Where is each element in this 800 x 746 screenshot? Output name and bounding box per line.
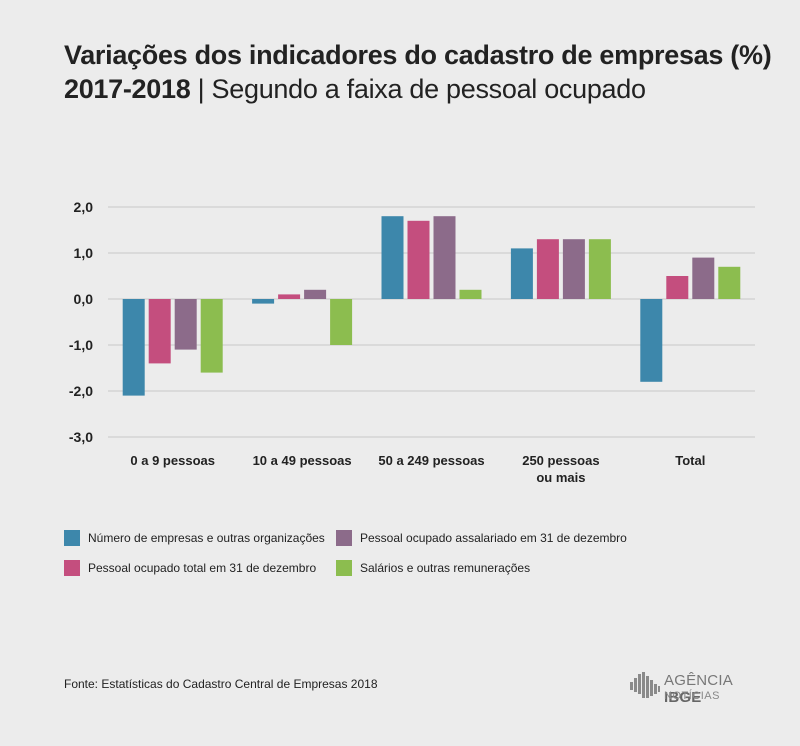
x-tick-label: Total bbox=[675, 453, 705, 468]
bar bbox=[718, 266, 741, 299]
bar bbox=[200, 299, 223, 373]
legend-swatch bbox=[64, 530, 80, 546]
bar bbox=[433, 216, 456, 299]
subtitle-text: Segundo a faixa de pessoal ocupado bbox=[211, 74, 646, 104]
y-tick-label: -2,0 bbox=[69, 383, 93, 399]
x-tick-label: 50 a 249 pessoas bbox=[378, 453, 484, 468]
legend-item: Número de empresas e outras organizações bbox=[64, 530, 325, 546]
bar bbox=[330, 299, 353, 345]
logo-text-agencia: AGÊNCIA IBGE bbox=[664, 672, 733, 706]
agencia-ibge-logo: AGÊNCIA IBGE NOTÍCIAS bbox=[628, 670, 768, 706]
chart-legend: Número de empresas e outras organizações… bbox=[64, 530, 764, 590]
bar bbox=[381, 216, 404, 299]
legend-label: Salários e outras remunerações bbox=[360, 561, 531, 575]
bar bbox=[252, 299, 275, 304]
legend-label: Pessoal ocupado total em 31 de dezembro bbox=[88, 561, 317, 575]
bar bbox=[562, 239, 585, 299]
bar bbox=[640, 299, 663, 382]
subtitle-year: 2017-2018 bbox=[64, 74, 191, 104]
subtitle-separator: | bbox=[190, 74, 212, 104]
chart-title: Variações dos indicadores do cadastro de… bbox=[64, 40, 772, 70]
legend-label: Pessoal ocupado assalariado em 31 de dez… bbox=[360, 531, 627, 545]
bar bbox=[588, 239, 611, 299]
legend-swatch bbox=[64, 560, 80, 576]
x-tick-label: 250 pessoas bbox=[522, 453, 599, 468]
legend-swatch bbox=[336, 530, 352, 546]
x-tick-label: 0 a 9 pessoas bbox=[130, 453, 215, 468]
x-tick-label: ou mais bbox=[536, 470, 585, 485]
bar bbox=[536, 239, 559, 299]
source-note: Fonte: Estatísticas do Cadastro Central … bbox=[64, 677, 378, 691]
bar bbox=[174, 299, 197, 350]
ibge-logo-icon bbox=[630, 672, 660, 698]
bar bbox=[666, 276, 689, 299]
y-tick-label: 0,0 bbox=[74, 291, 94, 307]
legend-item: Pessoal ocupado total em 31 de dezembro bbox=[64, 560, 316, 576]
bar bbox=[304, 289, 327, 299]
legend-item: Salários e outras remunerações bbox=[336, 560, 530, 576]
y-tick-label: 2,0 bbox=[74, 199, 94, 215]
chart-subtitle: 2017-2018 | Segundo a faixa de pessoal o… bbox=[64, 72, 646, 106]
bar bbox=[510, 248, 533, 299]
x-tick-label: 10 a 49 pessoas bbox=[253, 453, 352, 468]
y-tick-label: -1,0 bbox=[69, 337, 93, 353]
bar bbox=[122, 299, 145, 396]
legend-label: Número de empresas e outras organizações bbox=[88, 531, 325, 545]
bar-chart: 2,0 1,0 0,0 -1,0 -2,0 -3,0 0 a 9 pessoas 10 a 4… bbox=[69, 199, 755, 485]
legend-swatch bbox=[336, 560, 352, 576]
bar bbox=[278, 294, 301, 299]
y-tick-label: 1,0 bbox=[74, 245, 94, 261]
bar bbox=[407, 220, 430, 299]
bar bbox=[692, 257, 715, 299]
y-tick-label: -3,0 bbox=[69, 429, 93, 445]
bar bbox=[148, 299, 171, 364]
legend-item: Pessoal ocupado assalariado em 31 de dez… bbox=[336, 530, 627, 546]
bar bbox=[459, 289, 482, 299]
logo-text-noticias: NOTÍCIAS bbox=[664, 690, 720, 702]
